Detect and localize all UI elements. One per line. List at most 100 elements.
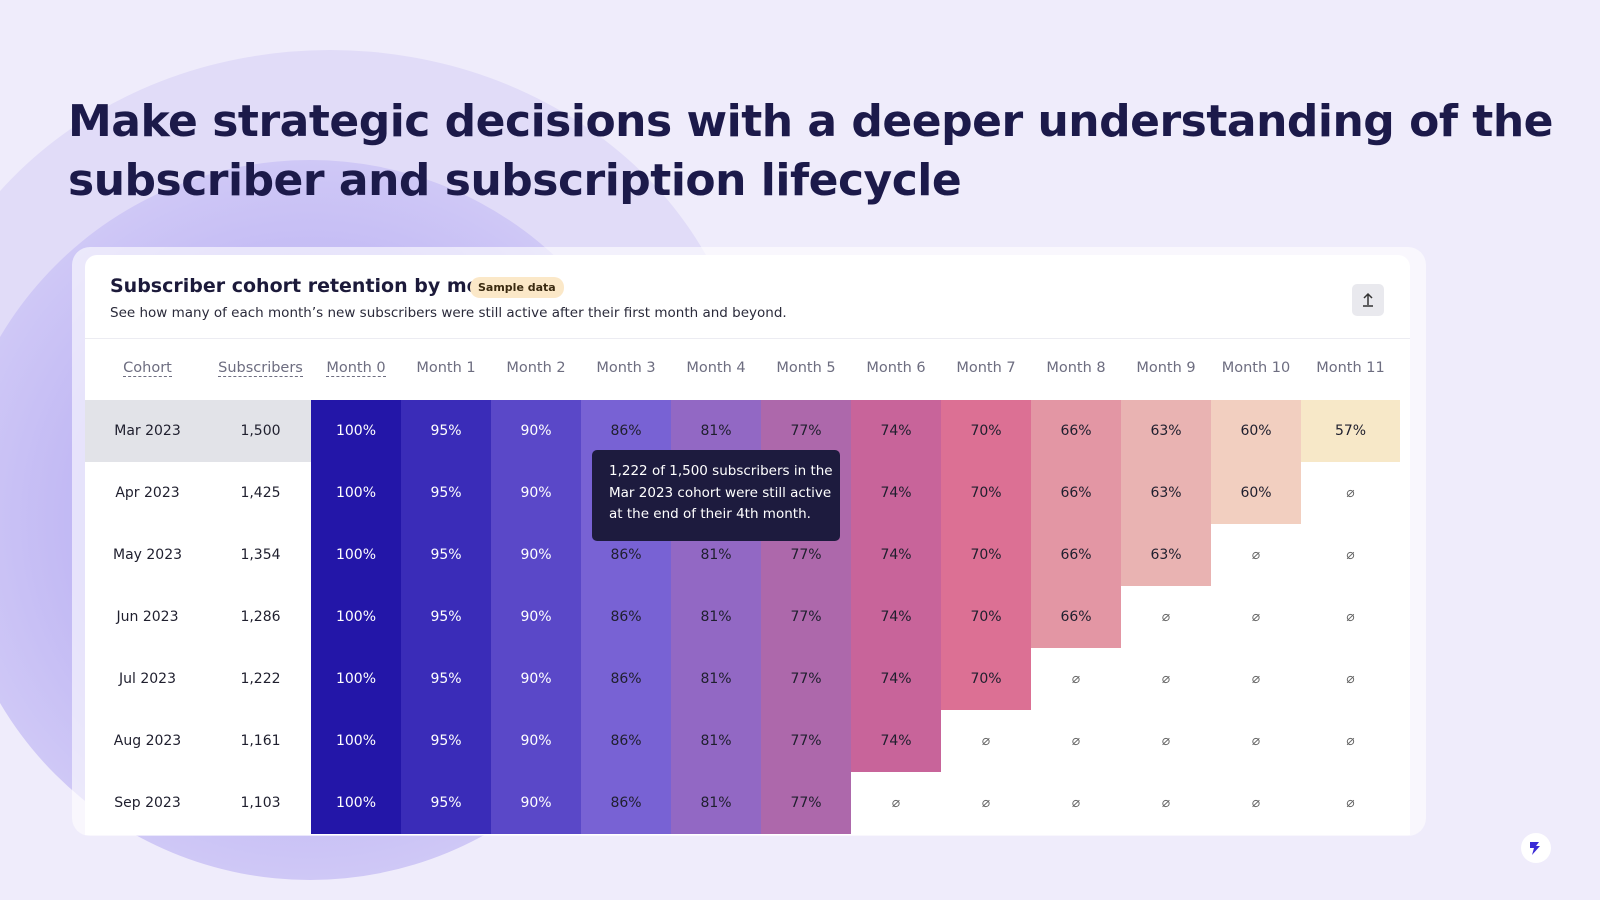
column-header-text: Subscribers (218, 359, 303, 377)
column-header-text: Month 0 (326, 359, 386, 377)
retention-cell: 100% (311, 586, 401, 648)
retention-cell-text: ⌀ (1346, 485, 1355, 501)
row-label: 1,500 (210, 400, 311, 462)
retention-cell-text: 74% (880, 547, 912, 563)
retention-cell: 81% (671, 586, 761, 648)
row-label-text: May 2023 (112, 547, 183, 563)
column-header[interactable]: Month 4 (671, 340, 761, 396)
retention-cell-text: 86% (610, 733, 642, 749)
row-label: Apr 2023 (85, 462, 210, 524)
retention-cell: 90% (491, 524, 581, 586)
retention-cell: 66% (1031, 524, 1121, 586)
retention-cell: 95% (401, 400, 491, 462)
retention-cell: ⌀ (1211, 524, 1301, 586)
retention-cell: 57% (1301, 400, 1400, 462)
retention-cell-text: 90% (520, 485, 552, 501)
retention-cell-text: ⌀ (1071, 795, 1081, 811)
row-label: Mar 2023 (85, 400, 210, 462)
column-header[interactable]: Month 0 (311, 340, 401, 396)
retention-cell: ⌀ (941, 772, 1031, 834)
retention-cell-text: 77% (790, 733, 822, 749)
column-header[interactable]: Month 2 (491, 340, 581, 396)
column-header[interactable]: Subscribers (210, 340, 311, 396)
retention-cell-text: ⌀ (1346, 733, 1355, 749)
retention-cell-text: 81% (700, 733, 732, 749)
retention-cell: 95% (401, 524, 491, 586)
retention-cell: 63% (1121, 400, 1211, 462)
retention-cell-text: 86% (610, 609, 642, 625)
retention-cell-text: ⌀ (1161, 733, 1171, 749)
retention-cell: ⌀ (1031, 772, 1121, 834)
retention-cell: 70% (941, 648, 1031, 710)
column-header-text: Month 8 (1046, 360, 1106, 376)
retention-cell: 90% (491, 772, 581, 834)
column-header[interactable]: Cohort (85, 340, 210, 396)
card-title: Subscriber cohort retention by month (110, 275, 516, 297)
retention-cell: ⌀ (1301, 772, 1400, 834)
retention-cell-text: 95% (430, 547, 462, 563)
column-header[interactable]: Month 7 (941, 340, 1031, 396)
column-header[interactable]: Month 9 (1121, 340, 1211, 396)
retention-cell-text: 95% (430, 485, 462, 501)
retention-cell-text: 100% (335, 609, 377, 625)
retention-cell-text: ⌀ (1346, 671, 1355, 687)
retention-cell: 90% (491, 586, 581, 648)
retention-cell-text: 86% (610, 795, 642, 811)
column-header-text: Month 6 (866, 360, 926, 376)
tooltip: 1,222 of 1,500 subscribers in the Mar 20… (592, 450, 840, 541)
column-header[interactable]: Month 5 (761, 340, 851, 396)
retention-cell: 70% (941, 400, 1031, 462)
retention-cell-text: ⌀ (1071, 733, 1081, 749)
retention-cell: 81% (671, 648, 761, 710)
column-header[interactable]: Month 11 (1301, 340, 1400, 396)
row-label-text: 1,286 (240, 609, 281, 625)
retention-cell-text: 100% (335, 485, 377, 501)
headline-line: subscriber and subscription lifecycle (68, 155, 962, 206)
retention-cell-text: 81% (700, 609, 732, 625)
row-label-text: Jul 2023 (119, 671, 176, 687)
divider (85, 338, 1410, 339)
column-header-text: Month 2 (506, 360, 566, 376)
retention-cell-text: ⌀ (1251, 795, 1261, 811)
row-label-text: Aug 2023 (113, 733, 182, 749)
retention-cell: 74% (851, 648, 941, 710)
retention-cell: 74% (851, 400, 941, 462)
column-header[interactable]: Month 1 (401, 340, 491, 396)
row-label-text: Mar 2023 (114, 423, 181, 439)
retention-cell: 90% (491, 648, 581, 710)
column-header-text: Month 10 (1221, 360, 1291, 376)
badge: Sample data (470, 277, 564, 298)
retention-cell: 66% (1031, 400, 1121, 462)
logo[interactable] (1521, 833, 1551, 863)
retention-cell: 90% (491, 710, 581, 772)
retention-cell-text: 90% (520, 423, 552, 439)
column-header[interactable]: Month 3 (581, 340, 671, 396)
retention-cell: 100% (311, 524, 401, 586)
retention-cell: ⌀ (941, 710, 1031, 772)
retention-cell-text: 86% (610, 671, 642, 687)
retention-cell: 86% (581, 710, 671, 772)
retention-cell-text: 60% (1240, 485, 1272, 501)
column-header[interactable]: Month 10 (1211, 340, 1301, 396)
column-header[interactable]: Month 8 (1031, 340, 1121, 396)
retention-cell-text: 95% (430, 671, 462, 687)
retention-cell-text: ⌀ (1161, 795, 1171, 811)
export-button[interactable] (1352, 284, 1384, 316)
retention-cell-text: 77% (790, 423, 822, 439)
retention-cell: ⌀ (1121, 772, 1211, 834)
column-header[interactable]: Month 6 (851, 340, 941, 396)
retention-cell: 90% (491, 400, 581, 462)
retention-cell: 63% (1121, 462, 1211, 524)
retention-cell: 95% (401, 710, 491, 772)
retention-cell: 100% (311, 462, 401, 524)
retention-cell: 100% (311, 710, 401, 772)
row-label: 1,425 (210, 462, 311, 524)
retention-cell-text: 100% (335, 547, 377, 563)
retention-cell-text: 86% (610, 547, 642, 563)
retention-cell: 77% (761, 710, 851, 772)
retention-cell-text: 74% (880, 733, 912, 749)
retention-cell: ⌀ (1301, 648, 1400, 710)
retention-cell-text: 95% (430, 733, 462, 749)
retention-cell-text: ⌀ (1251, 733, 1261, 749)
retention-cell: 95% (401, 772, 491, 834)
